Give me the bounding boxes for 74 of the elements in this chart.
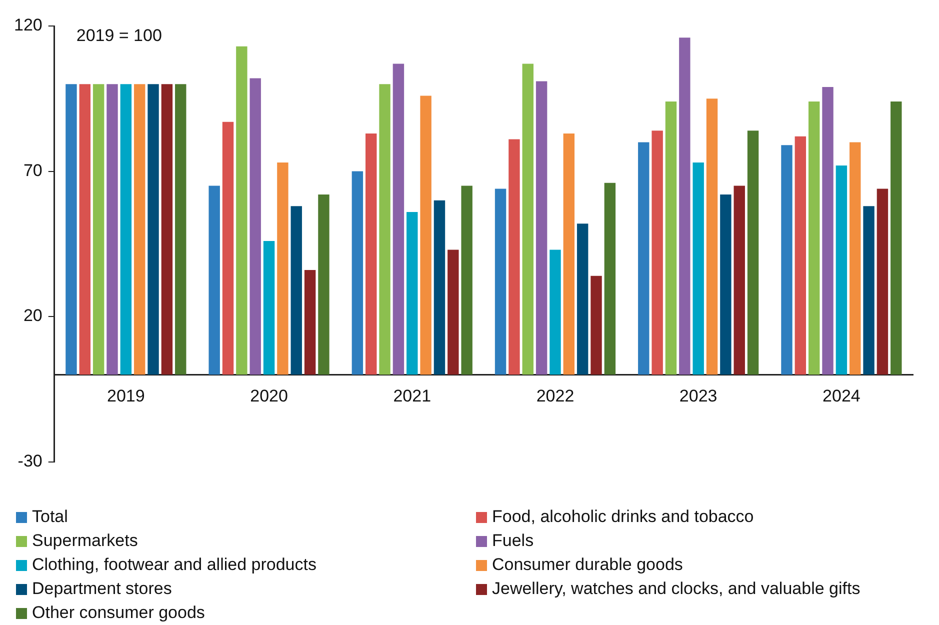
bar [536,81,548,375]
bar [720,194,732,375]
bar [318,194,330,375]
legend-label: Fuels [492,531,534,551]
y-tick-label: -30 [18,451,42,470]
x-tick-label: 2022 [536,386,574,406]
bar [550,250,561,375]
bar [576,224,588,375]
legend-label: Total [32,507,68,527]
annotation: 2019 = 100 [76,26,162,46]
bar [494,188,506,375]
bar [66,84,77,375]
x-tick-label: 2021 [393,386,432,406]
bar [508,139,520,375]
bar [79,84,90,375]
bar [706,98,718,375]
legend-label: Clothing, footwear and allied products [32,555,316,575]
bar [461,186,472,375]
bar [92,84,104,375]
legend-label: Department stores [32,579,172,599]
bar [448,250,459,375]
bar [277,162,288,375]
bar [134,84,146,375]
bar [794,136,806,375]
bar [250,78,261,375]
x-tick-label: 2019 [107,386,145,406]
bar [106,84,118,375]
bar [406,212,418,375]
bar [148,84,159,375]
bar [563,134,575,375]
legend-label: Jewellery, watches and clocks, and valuable gifts [492,579,860,599]
bar [822,87,834,375]
bar [638,142,650,375]
legend-label: Food, alcoholic drinks and tobacco [492,507,754,527]
bar [420,96,432,375]
y-tick-label: 70 [23,160,42,180]
bar [652,130,663,375]
x-tick-label: 2024 [822,386,860,406]
bar [876,188,888,375]
bar [679,38,690,375]
bar [747,130,759,375]
bar [175,84,186,375]
bar [208,186,220,375]
y-tick-label: 120 [14,16,42,35]
bar [604,182,616,375]
bar [808,102,820,375]
bar [366,134,377,375]
bar [836,165,848,375]
bar [352,171,364,375]
bar [161,84,173,375]
bar [120,84,132,375]
bar [222,122,234,375]
bar [692,162,704,375]
bar [850,142,861,375]
x-tick-label: 2020 [250,386,288,406]
bar [379,84,390,375]
bar [434,200,446,375]
bar [290,206,302,375]
legend-label: Other consumer goods [32,603,205,623]
bar [522,64,534,375]
x-tick-label: 2023 [679,386,718,406]
legend-label: Consumer durable goods [492,555,683,575]
bar [863,206,874,375]
bar [392,64,404,375]
bar [263,240,275,375]
bar [890,102,902,375]
bar [734,186,745,375]
bar [590,276,602,375]
y-tick-label: 20 [23,306,42,326]
bar [236,46,248,375]
bar [665,102,677,375]
legend-label: Supermarkets [32,531,138,551]
bar [781,145,792,375]
bar [304,270,316,375]
